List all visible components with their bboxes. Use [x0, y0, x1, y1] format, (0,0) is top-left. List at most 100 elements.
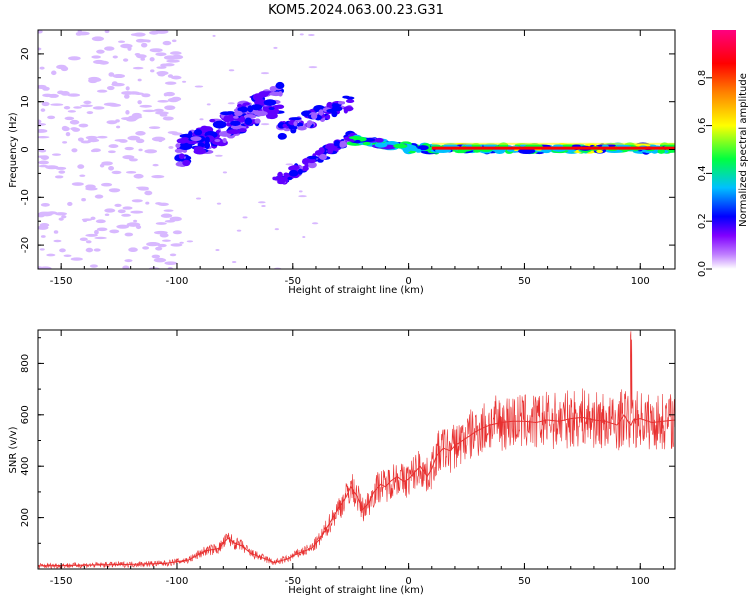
spectrogram-blob [124, 146, 134, 151]
spectrogram-blob [77, 30, 82, 33]
spectrogram-blob [100, 182, 113, 187]
spectrogram-blob [114, 139, 126, 142]
spectrogram-blob [38, 129, 48, 133]
spectrogram-blob [115, 119, 120, 123]
spectrogram-blob [193, 146, 204, 152]
spectrogram-blob [215, 154, 223, 157]
spectrogram-blob [73, 106, 82, 109]
spectrogram-blob [104, 46, 115, 51]
spectrogram-blob [302, 236, 306, 239]
spectrogram-blob [128, 158, 138, 162]
spectrogram-blob [58, 170, 66, 174]
spectrogram-blob [148, 126, 161, 129]
spectrogram-blobs [38, 30, 675, 269]
spectrogram-blob [77, 164, 85, 169]
spectrogram-blob [308, 66, 318, 69]
spectrogram-blob [163, 92, 168, 97]
spectrogram-blob [212, 34, 216, 37]
spectrogram-blob [145, 39, 151, 43]
spectrogram-blob [78, 123, 89, 128]
spectrogram-blob [310, 112, 318, 120]
spectrogram-blob [174, 148, 184, 153]
spectrogram-blob [374, 137, 384, 143]
snr-x-tick-label: -100 [166, 576, 189, 587]
spectrogram-blob [85, 135, 98, 140]
spectrogram-blob [38, 119, 42, 124]
spectrogram-blob [124, 232, 134, 237]
spectrogram-blob [92, 106, 105, 110]
spectrogram-blob [308, 34, 315, 37]
spectrogram-blob [122, 155, 135, 160]
spectrogram-y-label: Frequency (Hz) [8, 112, 19, 188]
colorbar-gradient [712, 30, 736, 269]
spectrogram-blob [47, 115, 56, 120]
spectrogram-blob [299, 33, 304, 36]
snr-panel: -150 -100 -50 0 50 100 200 400 600 800 Height of … [8, 329, 676, 596]
spectrogram-blob [83, 100, 92, 105]
spectrogram-blob [242, 216, 248, 219]
spectrogram-blob [70, 257, 83, 261]
spectrogram-core-line [431, 146, 675, 150]
spectrogram-blob [39, 66, 45, 70]
spectrogram-blob [53, 239, 62, 243]
spectrogram-blob [117, 209, 126, 214]
spectrogram-blob [596, 149, 603, 154]
spectrogram-blob [289, 117, 302, 121]
snr-y-label: SNR (v/v) [8, 426, 19, 473]
spectrogram-blob [153, 257, 167, 263]
spectrogram-blob [104, 208, 116, 213]
spectrogram-blob [106, 85, 115, 91]
spectrogram-blob [131, 199, 143, 203]
spectrogram-blob [108, 72, 115, 77]
snr-x-tick-label: -150 [50, 576, 73, 587]
spectrogram-blob [275, 104, 285, 110]
spectrogram-blob [54, 212, 68, 216]
snr-y-tick-label: 400 [20, 457, 31, 476]
spectrogram-blob [38, 30, 43, 34]
spectrogram-blob [132, 66, 144, 70]
colorbar-tick-label: 0.2 [697, 213, 708, 229]
spectrogram-blob [260, 72, 270, 75]
spectrogram-blob [122, 58, 129, 62]
spectrogram-blob [96, 227, 108, 232]
spectrogram-blob [155, 222, 167, 225]
spectrogram-blob [657, 148, 665, 154]
spectrogram-blob [151, 174, 165, 179]
spectrogram-blob [298, 195, 307, 198]
spectrogram-blob [223, 115, 231, 123]
spectrogram-blob [108, 188, 121, 193]
spectrogram-blob [159, 233, 169, 238]
spectrogram-blob [244, 102, 250, 106]
spectrogram-blob [306, 155, 319, 160]
spectrogram-blob [79, 237, 88, 242]
spectrogram-blob [88, 76, 101, 81]
spectrogram-blob [298, 190, 303, 193]
spectrogram-blob [111, 170, 122, 175]
spectrogram-blob [326, 114, 331, 120]
spectrogram-blob [108, 103, 122, 107]
spectrogram-blob [170, 54, 184, 60]
spectrogram-blob [204, 141, 211, 150]
spectrogram-blob [122, 206, 133, 210]
spectrogram-blob [130, 210, 144, 214]
spectrogram-blob [285, 163, 294, 166]
spectrogram-blob [182, 80, 187, 83]
spectrogram-blob [166, 59, 180, 63]
spectrogram-blob [125, 110, 130, 115]
spectrogram-blob [288, 169, 299, 177]
spectrogram-blob [151, 254, 161, 259]
spectrogram-blob [182, 159, 191, 167]
spectrogram-blob [164, 81, 177, 85]
spectrogram-blob [90, 216, 96, 221]
spectrogram-blob [254, 118, 261, 124]
spectrogram-blob [53, 230, 59, 234]
spectrogram-blob [91, 36, 105, 42]
spectrogram-blob [169, 253, 177, 257]
spectrogram-blob [126, 171, 137, 174]
spectrogram-blob [81, 198, 86, 202]
spectrogram-blob [135, 38, 146, 43]
spectrogram-blob [40, 203, 50, 207]
spectrogram-blob [186, 240, 194, 243]
spectrogram-blob [126, 222, 141, 227]
